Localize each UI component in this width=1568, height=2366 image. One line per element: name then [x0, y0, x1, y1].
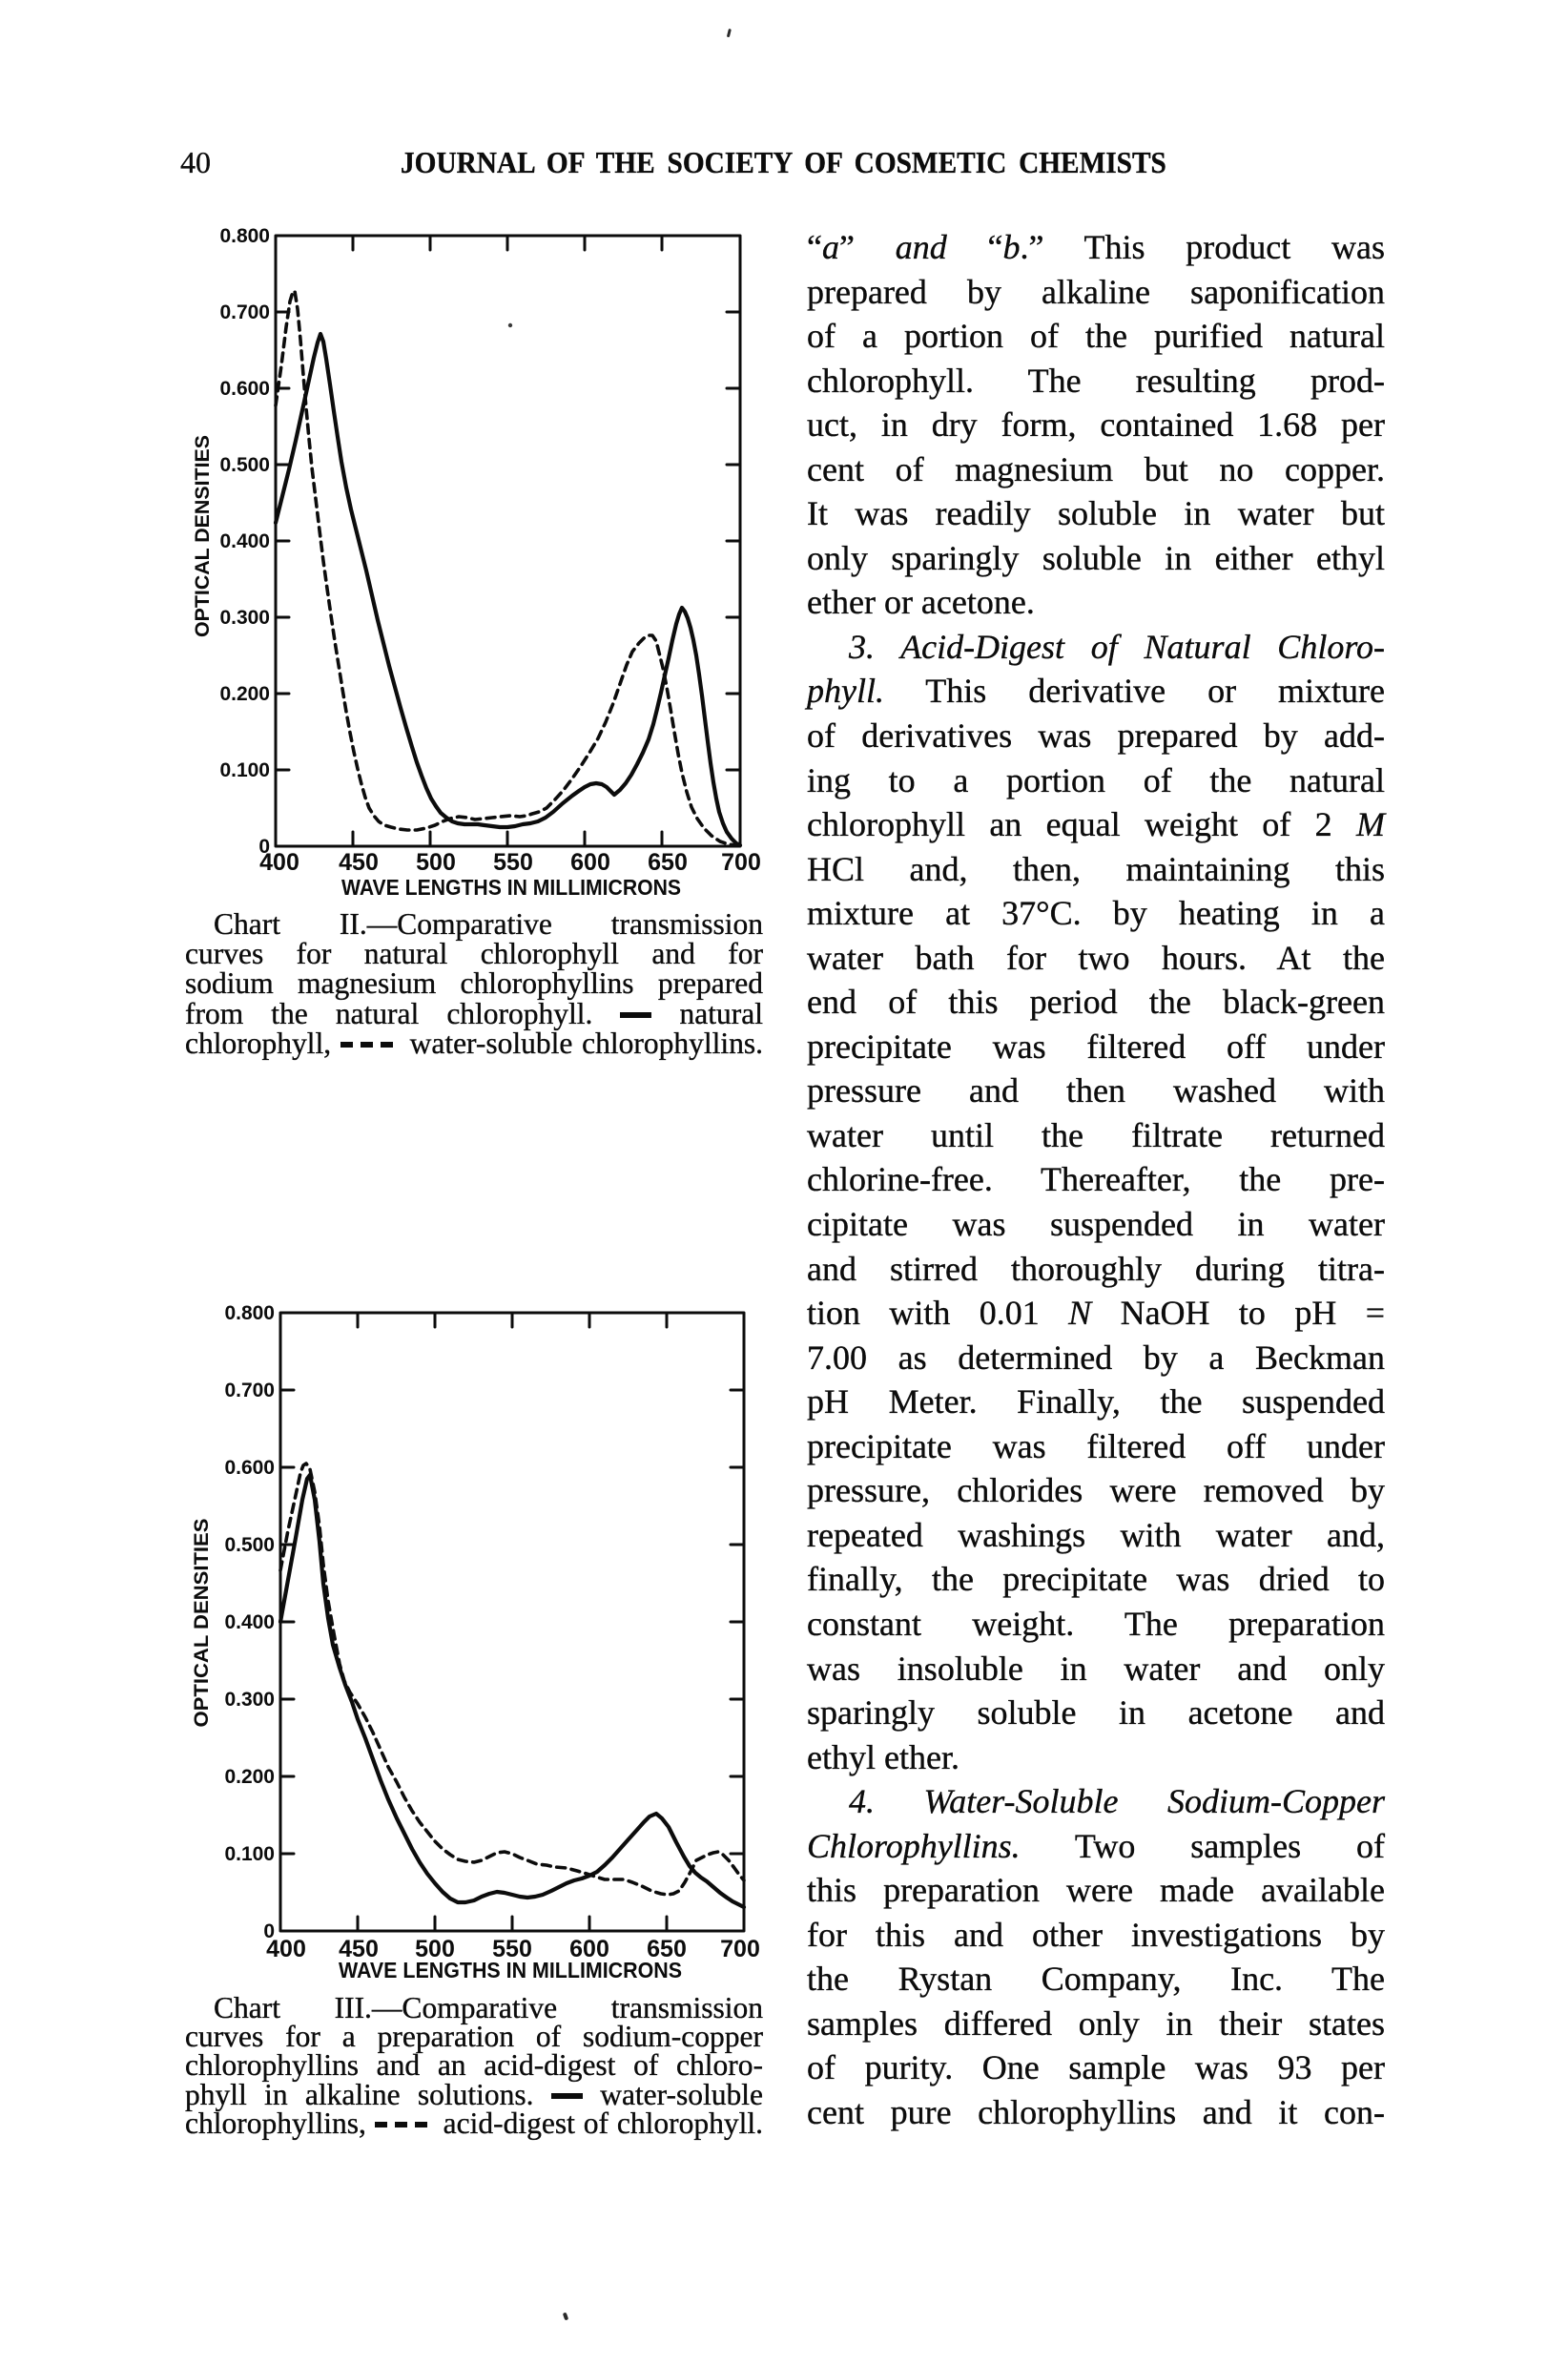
svg-text:450: 450	[339, 1936, 379, 1962]
svg-text:0: 0	[258, 836, 270, 858]
svg-text:0.700: 0.700	[219, 301, 270, 323]
svg-text:0.300: 0.300	[219, 607, 270, 629]
svg-text:0.800: 0.800	[224, 1302, 275, 1324]
svg-text:550: 550	[493, 849, 533, 876]
svg-text:400: 400	[266, 1936, 306, 1962]
svg-text:0.200: 0.200	[219, 683, 270, 705]
svg-text:OPTICAL DENSITIES: OPTICAL DENSITIES	[191, 1519, 213, 1728]
svg-text:0.400: 0.400	[224, 1611, 275, 1633]
svg-text:500: 500	[416, 849, 456, 876]
svg-text:0.300: 0.300	[224, 1689, 275, 1711]
svg-text:0.500: 0.500	[224, 1534, 275, 1556]
svg-text:0.400: 0.400	[219, 530, 270, 552]
svg-text:650: 650	[648, 849, 688, 876]
svg-text:700: 700	[720, 1936, 760, 1962]
svg-text:600: 600	[569, 1936, 609, 1962]
svg-text:0.500: 0.500	[219, 454, 270, 476]
svg-text:0.700: 0.700	[224, 1380, 275, 1401]
svg-text:OPTICAL DENSITIES: OPTICAL DENSITIES	[192, 435, 214, 637]
svg-text:WAVE LENGTHS IN MILLIMICRONS: WAVE LENGTHS IN MILLIMICRONS	[339, 1958, 682, 1982]
svg-text:600: 600	[570, 849, 610, 876]
svg-text:650: 650	[647, 1936, 687, 1962]
svg-text:700: 700	[721, 849, 761, 876]
svg-text:500: 500	[415, 1936, 455, 1962]
svg-text:550: 550	[492, 1936, 532, 1962]
svg-text:0.600: 0.600	[219, 378, 270, 400]
svg-text:0.100: 0.100	[219, 759, 270, 781]
svg-text:450: 450	[339, 849, 379, 876]
svg-text:0.100: 0.100	[224, 1843, 275, 1865]
svg-text:WAVE LENGTHS IN MILLIMICRONS: WAVE LENGTHS IN MILLIMICRONS	[341, 875, 681, 900]
svg-text:0.600: 0.600	[224, 1457, 275, 1479]
svg-text:0.200: 0.200	[224, 1766, 275, 1788]
svg-text:0: 0	[263, 1920, 275, 1942]
svg-text:400: 400	[259, 849, 299, 876]
svg-text:0.800: 0.800	[219, 225, 270, 247]
